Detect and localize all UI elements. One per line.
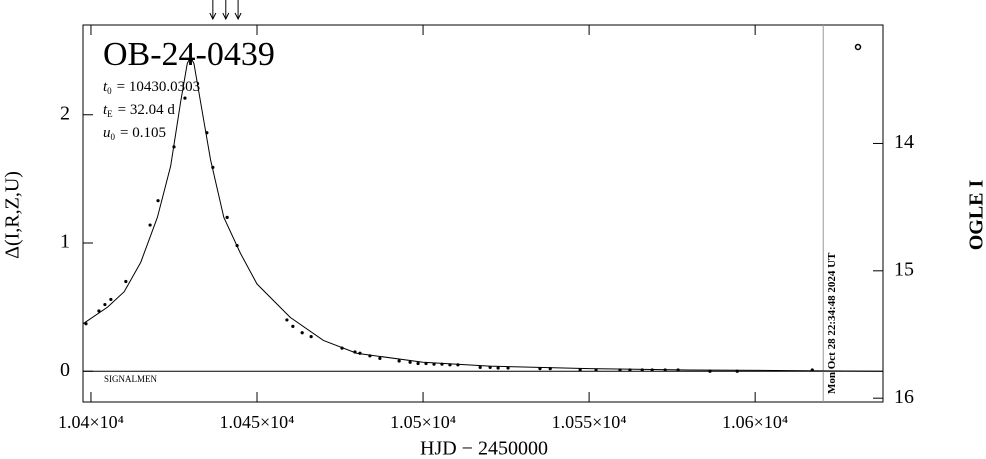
- data-point: [578, 368, 582, 372]
- parameter-symbol: t: [103, 79, 108, 95]
- data-point: [548, 367, 552, 371]
- data-point: [300, 331, 304, 335]
- data-point: [640, 368, 644, 372]
- data-point: [663, 368, 667, 372]
- data-point: [97, 309, 101, 313]
- parameter-symbol: u: [103, 125, 111, 141]
- data-point: [408, 360, 412, 364]
- y2-tick-label: 14: [894, 131, 914, 153]
- data-point: [628, 368, 632, 372]
- x-tick-label: 1.05×10⁴: [390, 412, 456, 432]
- x-tick-label: 1.06×10⁴: [722, 412, 788, 432]
- y2-tick-label: 15: [894, 258, 914, 280]
- data-point: [618, 368, 622, 372]
- y2-tick-label: 16: [894, 386, 914, 408]
- data-point: [810, 368, 814, 372]
- data-point: [84, 322, 88, 326]
- data-point: [183, 96, 187, 100]
- x-tick-label: 1.04×10⁴: [58, 412, 124, 432]
- parameter-subscript: 0: [111, 132, 116, 142]
- parameter-subscript: 0: [107, 86, 112, 96]
- parameter-value: = 32.04 d: [118, 102, 176, 118]
- x-tick-label: 1.055×10⁴: [552, 412, 627, 432]
- data-point: [650, 368, 654, 372]
- y-tick-label: 2: [60, 102, 70, 124]
- data-point: [397, 359, 401, 363]
- data-point: [378, 356, 382, 361]
- chart-title: OB-24-0439: [103, 36, 275, 73]
- data-point: [309, 335, 313, 339]
- y-tick-label: 1: [60, 231, 70, 253]
- data-point: [594, 368, 598, 372]
- data-point: [109, 297, 113, 302]
- data-point: [285, 318, 289, 322]
- data-point: [124, 279, 128, 284]
- data-point: [478, 365, 482, 369]
- data-point: [440, 362, 444, 366]
- data-point: [211, 165, 215, 169]
- data-point: [488, 365, 492, 369]
- data-point: [424, 361, 428, 366]
- data-point: [235, 243, 239, 248]
- note: SIGNALMEN: [104, 374, 157, 384]
- data-point: [432, 362, 436, 366]
- arrow-head: [234, 12, 242, 21]
- data-point: [416, 361, 420, 366]
- model-curve: [82, 55, 884, 372]
- parameter: u0 = 0.105: [103, 125, 166, 142]
- data-point: [205, 131, 209, 135]
- data-point: [368, 354, 372, 358]
- data-point: [156, 199, 160, 203]
- data-point: [506, 366, 510, 370]
- data-point: [735, 369, 739, 373]
- y2-axis-label: OGLE I: [966, 179, 986, 250]
- arrow-head: [222, 12, 230, 21]
- data-point: [172, 145, 176, 149]
- data-point: [353, 350, 357, 354]
- parameter: tE = 32.04 d: [103, 102, 175, 119]
- arrow-head: [209, 12, 217, 21]
- data-point: [291, 324, 295, 328]
- data-point: [538, 367, 542, 371]
- parameter: t0 = 10430.0303: [103, 79, 200, 96]
- parameter-symbol: t: [103, 102, 108, 118]
- symbol: [854, 43, 862, 51]
- y-tick-label: 0: [60, 359, 70, 381]
- data-point: [708, 369, 712, 373]
- y-axis-label: Δ(I,R,Z,U): [2, 171, 24, 259]
- x-tick-label: 1.045×10⁴: [220, 412, 295, 432]
- timestamp: Mon Oct 28 22:34:48 2024 UT: [826, 252, 838, 394]
- x-axis-label: HJD − 2450000: [420, 438, 548, 459]
- data-point: [676, 368, 680, 372]
- data-point: [496, 366, 500, 370]
- data-point: [225, 215, 229, 219]
- parameter-subscript: E: [107, 109, 113, 119]
- data-point: [103, 302, 107, 307]
- data-point: [340, 346, 344, 350]
- plot-frame: [82, 24, 884, 403]
- data-point: [148, 223, 152, 227]
- parameter-value: = 10430.0303: [117, 79, 200, 95]
- data-point: [358, 351, 362, 355]
- parameter-value: = 0.105: [120, 125, 166, 141]
- data-point: [448, 363, 452, 367]
- data-point: [456, 363, 460, 367]
